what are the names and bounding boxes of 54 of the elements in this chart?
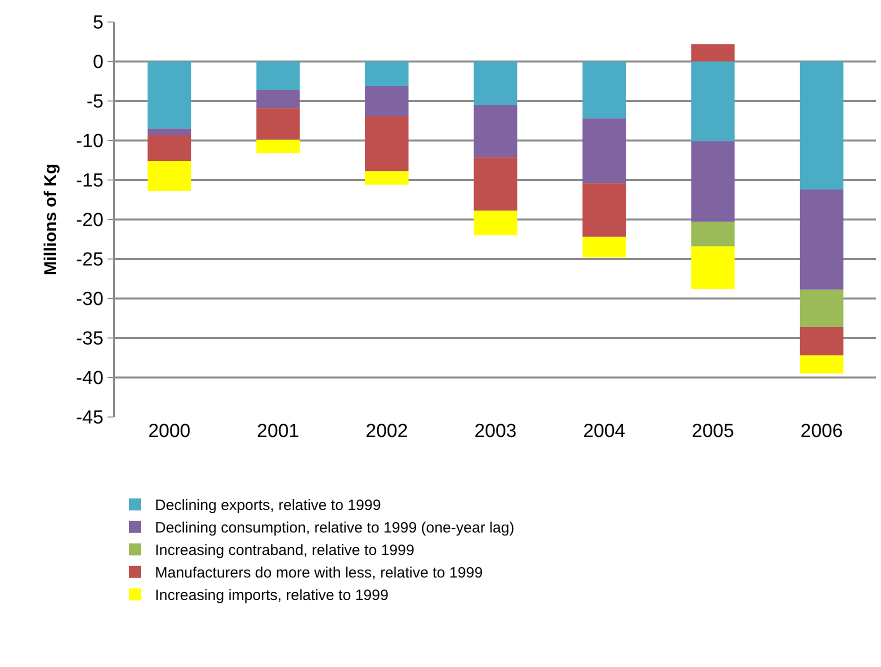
bar	[365, 86, 409, 116]
bar	[148, 161, 192, 192]
x-tick-label: 2002	[366, 421, 408, 442]
legend-label: Increasing imports, relative to 1999	[155, 587, 388, 604]
bar	[691, 62, 735, 142]
bar	[691, 141, 735, 222]
x-tick-label: 2003	[474, 421, 517, 442]
y-tick-label: -15	[76, 170, 104, 192]
bar	[474, 62, 518, 105]
bar	[365, 171, 409, 185]
y-tick-label: -25	[76, 250, 104, 271]
bar	[691, 44, 735, 62]
legend-label: Declining consumption, relative to 1999 (one-year lag)	[155, 520, 514, 537]
y-tick-label: 5	[92, 12, 104, 34]
bar	[800, 189, 844, 290]
y-tick-label: -40	[76, 368, 104, 390]
bar	[800, 290, 844, 327]
bar	[474, 157, 518, 211]
bar	[582, 183, 626, 237]
y-tick-label: 0	[92, 52, 104, 74]
x-tick-label: 2000	[148, 421, 190, 442]
bar	[691, 222, 735, 246]
y-tick-label: -5	[86, 92, 104, 113]
y-tick-label: -30	[76, 289, 104, 310]
x-tick-label: 2006	[800, 421, 843, 442]
bar	[256, 108, 300, 140]
y-tick-label: -20	[76, 210, 104, 232]
bar	[800, 62, 844, 190]
y-tick-label: -35	[76, 328, 104, 350]
legend-label: Increasing contraband, relative to 1999	[155, 542, 414, 560]
bar	[365, 62, 409, 86]
bar	[256, 90, 300, 108]
bar	[582, 118, 626, 184]
bar	[582, 62, 626, 118]
x-tick-label: 2005	[692, 421, 734, 442]
bar	[148, 62, 192, 129]
bar	[148, 128, 192, 135]
y-tick-label: -45	[76, 408, 104, 429]
bar	[365, 116, 409, 172]
bar	[256, 62, 300, 90]
y-tick-label: -10	[76, 131, 104, 152]
legend-label: Declining exports, relative to 1999	[155, 497, 381, 514]
bar	[148, 134, 192, 162]
bar	[474, 104, 518, 158]
bar	[474, 210, 518, 236]
legend-label: Manufacturers do more with less, relative to 1999	[155, 564, 483, 582]
bar	[256, 140, 300, 154]
x-tick-label: 2001	[256, 421, 300, 442]
bar	[691, 246, 735, 290]
y-axis-title: Millions of Kg	[41, 164, 60, 276]
bar	[800, 355, 844, 374]
bar	[800, 326, 844, 356]
bar	[582, 236, 626, 258]
x-tick-label: 2004	[583, 421, 626, 442]
